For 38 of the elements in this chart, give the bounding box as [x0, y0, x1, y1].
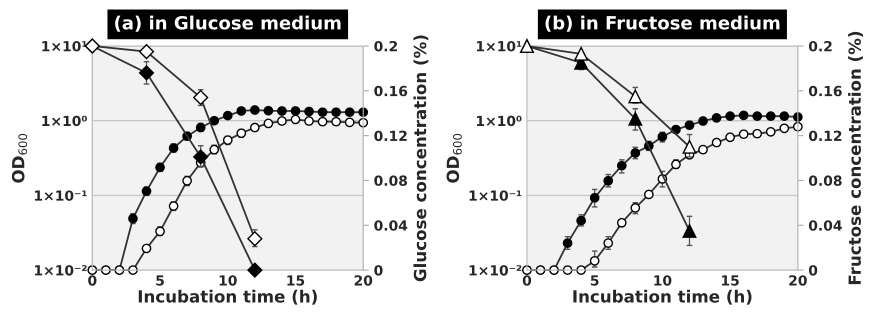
- x-axis-title: Incubation time (h): [138, 290, 317, 305]
- y2-tick-label: 0.2: [374, 40, 398, 52]
- y2-tick-label: 0.04: [374, 220, 408, 231]
- x-tick-label: 20: [789, 275, 807, 286]
- y-tick-label: 1×10⁻²: [34, 265, 87, 276]
- y-axis-title: OD$_{600}$: [12, 134, 28, 183]
- x-tick-label: 20: [354, 275, 372, 286]
- x-tick-label: 15: [722, 275, 739, 286]
- y2-axis-title: Glucose concentration (%): [413, 35, 428, 282]
- x-tick-label: 10: [654, 275, 672, 286]
- y2-tick-label: 0.08: [374, 175, 408, 186]
- y-axis-title: OD$_{600}$: [446, 134, 462, 183]
- x-tick-label: 10: [220, 275, 237, 286]
- y2-tick-label: 0.2: [808, 40, 832, 52]
- y2-tick-label: 0.04: [808, 220, 842, 231]
- chart-title: (a) in Glucose medium: [115, 16, 341, 32]
- y2-tick-label: 0: [808, 265, 818, 276]
- y2-tick-label: 0: [374, 265, 383, 276]
- x-tick-label: 0: [88, 275, 96, 286]
- y-tick-label: 1×10⁻¹: [470, 190, 522, 201]
- x-tick-label: 0: [522, 275, 532, 286]
- y2-tick-label: 0.12: [374, 130, 407, 142]
- y-tick-label: 1×10¹: [42, 40, 87, 52]
- y2-tick-label: 0.16: [808, 86, 842, 96]
- y2-tick-label: 0.16: [374, 86, 408, 96]
- y-tick-label: 1×10¹: [476, 40, 522, 52]
- x-tick-label: 5: [590, 275, 599, 286]
- y-tick-label: 1×10⁰: [476, 116, 522, 126]
- y2-tick-label: 0.12: [808, 130, 842, 142]
- y-tick-label: 1×10⁻¹: [34, 190, 87, 201]
- x-tick-label: 15: [287, 275, 304, 286]
- y2-axis-title: Fructose concentration (%): [848, 32, 863, 284]
- chart-title: (b) in Fructose medium: [546, 16, 780, 32]
- x-tick-label: 5: [156, 275, 164, 286]
- y2-tick-label: 0.08: [808, 175, 842, 186]
- y-tick-label: 1×10⁰: [42, 116, 87, 126]
- x-axis-title: Incubation time (h): [573, 290, 752, 305]
- y-tick-label: 1×10⁻²: [470, 265, 522, 276]
